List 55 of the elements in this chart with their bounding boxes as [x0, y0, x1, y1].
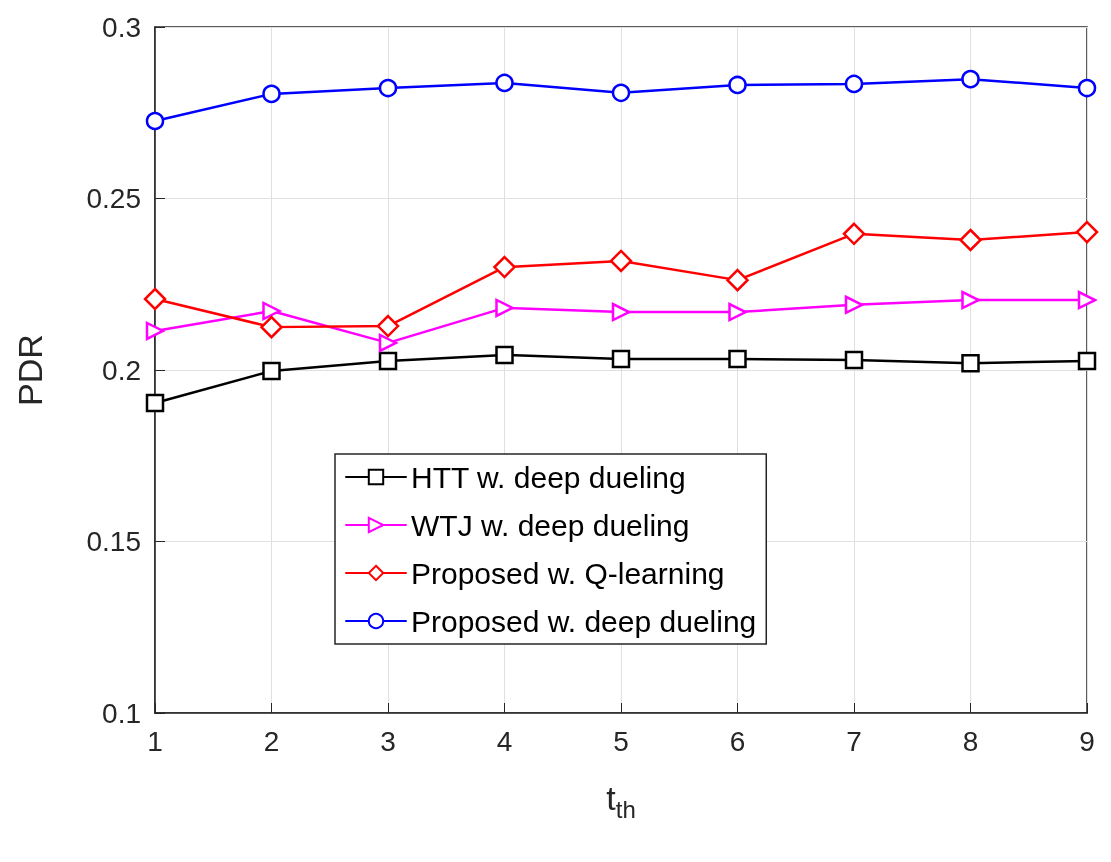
point — [611, 302, 631, 322]
point — [145, 393, 165, 413]
x-tick-label: 7 — [846, 725, 862, 757]
legend-label: Proposed w. Q-learning — [411, 556, 725, 590]
x-tick-label: 4 — [496, 725, 513, 757]
point — [611, 83, 631, 103]
point — [495, 73, 514, 93]
point — [378, 78, 398, 98]
point — [1077, 290, 1097, 310]
point — [1077, 78, 1097, 98]
point — [844, 74, 864, 94]
point — [1077, 351, 1097, 371]
x-tick-label: 8 — [962, 725, 979, 757]
point — [495, 298, 514, 318]
x-tick-label: 1 — [147, 725, 163, 757]
point — [961, 69, 980, 89]
point — [262, 301, 281, 321]
point — [959, 228, 982, 252]
point — [145, 111, 165, 131]
x-tick-label: 2 — [263, 725, 280, 757]
point — [493, 255, 516, 279]
y-tick-label: 0.3 — [102, 11, 141, 43]
point — [611, 349, 631, 369]
x-tick-label: 5 — [613, 725, 629, 757]
point — [262, 361, 281, 381]
point — [143, 287, 167, 311]
point — [842, 222, 866, 246]
point — [378, 351, 398, 371]
point — [728, 75, 747, 95]
y-tick-label: 0.1 — [102, 697, 141, 729]
point — [609, 249, 633, 273]
y-tick-label: 0.2 — [102, 354, 141, 386]
point — [262, 84, 281, 104]
point — [260, 315, 283, 339]
x-tick-label: 9 — [1079, 725, 1095, 757]
point — [728, 302, 747, 322]
point — [495, 345, 514, 365]
point — [728, 349, 747, 369]
point — [844, 350, 864, 370]
point — [961, 353, 980, 373]
legend-label: Proposed w. deep dueling — [411, 604, 757, 638]
legend-label: WTJ w. deep dueling — [411, 508, 690, 542]
point — [376, 314, 400, 338]
x-tick-label: 6 — [729, 725, 746, 757]
legend-label: HTT w. deep dueling — [411, 460, 686, 494]
x-tick-label: 3 — [380, 725, 396, 757]
point — [844, 295, 864, 315]
point — [961, 290, 980, 310]
point — [1075, 220, 1099, 244]
y-tick-label: 0.15 — [86, 526, 141, 557]
y-axis-title: PDR — [11, 334, 49, 406]
point — [378, 333, 398, 353]
point — [726, 268, 749, 292]
point — [145, 321, 165, 341]
y-tick-label: 0.25 — [86, 183, 141, 214]
